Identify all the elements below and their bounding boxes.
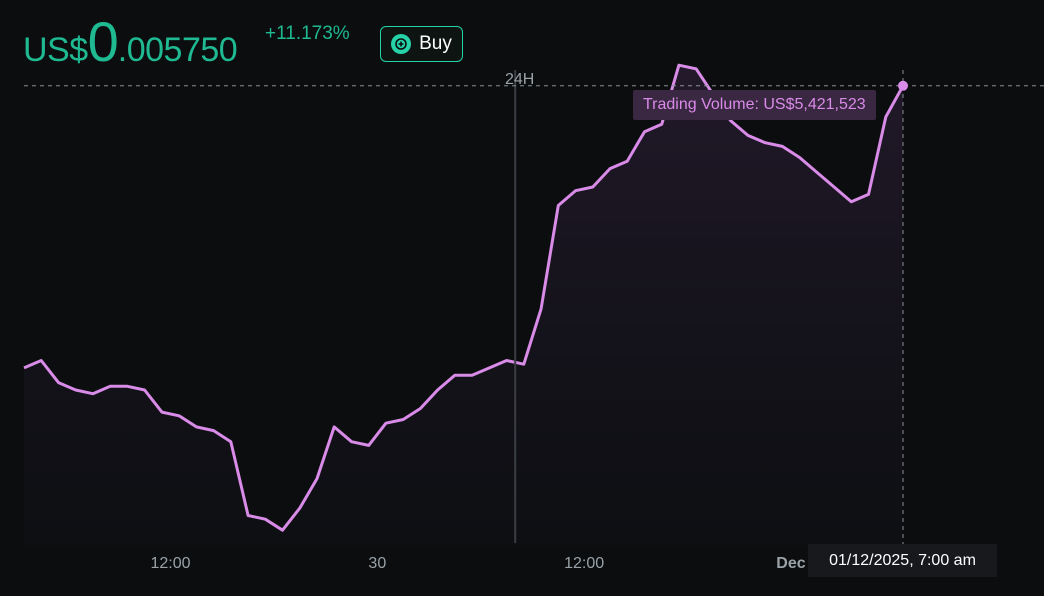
trading-volume-tooltip: Trading Volume: US$5,421,523 (633, 90, 876, 120)
wallet-icon (391, 34, 412, 54)
x-tick-label: 12:00 (150, 555, 190, 572)
x-tick-label: 30 (368, 555, 386, 572)
crosshair-date-text: 01/12/2025, 7:00 am (829, 551, 976, 569)
volume-series-line (23, 63, 905, 532)
crosshair-date-label: 01/12/2025, 7:00 am (808, 544, 997, 577)
highlight-point (898, 80, 908, 91)
x-tick-label: 12:00 (564, 555, 604, 572)
volume-area (24, 65, 903, 545)
buy-button[interactable]: Buy (380, 26, 463, 62)
buy-button-label: Buy (419, 33, 452, 54)
tooltip-text: Trading Volume: US$5,421,523 (643, 96, 866, 113)
price-integer: 0 (87, 10, 119, 73)
x-tick-label: Dec (776, 555, 805, 572)
price-decimal: .005750 (117, 31, 238, 69)
marker-24h-label: 24H (505, 71, 535, 88)
price-currency: US$ (23, 31, 88, 69)
price-change: +11.173% (265, 23, 350, 44)
price-display: US$ 0.005750 (23, 10, 238, 73)
